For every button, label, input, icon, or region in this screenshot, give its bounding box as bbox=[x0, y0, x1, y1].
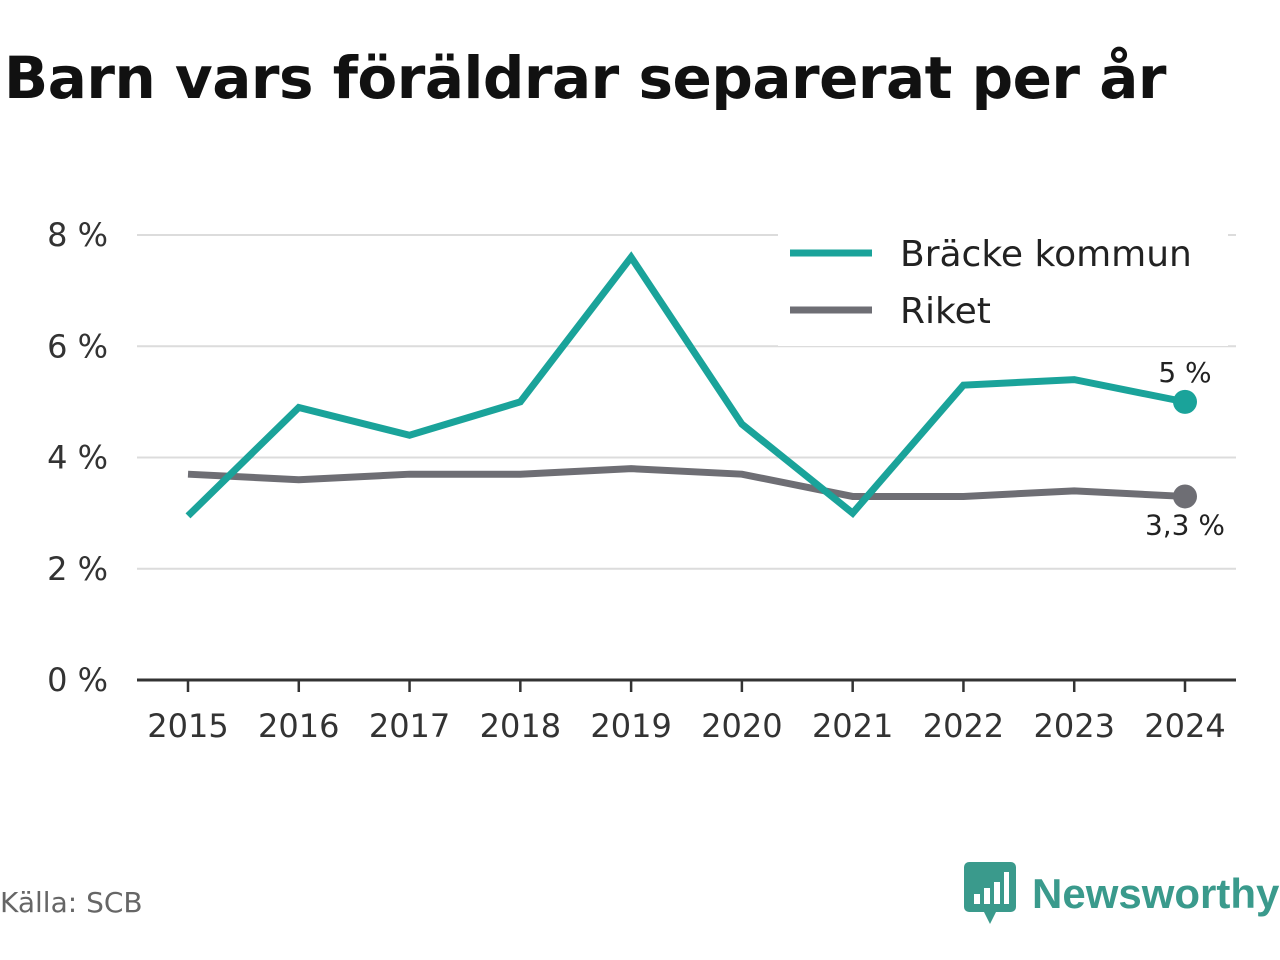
x-tick-label: 2016 bbox=[258, 707, 339, 745]
x-tick-label: 2023 bbox=[1034, 707, 1115, 745]
x-tick-label: 2022 bbox=[923, 707, 1004, 745]
x-tick-label: 2021 bbox=[812, 707, 893, 745]
legend-label: Riket bbox=[900, 291, 991, 332]
source-note: Källa: SCB bbox=[0, 886, 143, 919]
x-tick-label: 2024 bbox=[1144, 707, 1225, 745]
chart-title: Barn vars föräldrar separerat per år bbox=[4, 44, 1166, 112]
y-tick-label: 8 % bbox=[47, 216, 108, 254]
newsworthy-logo-icon bbox=[964, 862, 1016, 924]
series-line bbox=[185, 251, 1186, 519]
legend: Bräcke kommun Riket bbox=[778, 224, 1228, 346]
x-tick-label: 2017 bbox=[369, 707, 450, 745]
series-end-point bbox=[1173, 484, 1197, 509]
line-chart: 0 % 2 % 4 % 6 % 8 % 2015 2016 2017 2018 2019 2020… bbox=[47, 216, 1236, 745]
x-tick-label: 2019 bbox=[590, 707, 671, 745]
y-axis-ticks: 0 % 2 % 4 % 6 % 8 % bbox=[47, 216, 108, 699]
series-end-point bbox=[1173, 389, 1197, 414]
newsworthy-logo: Newsworthy bbox=[964, 862, 1279, 926]
y-tick-label: 2 % bbox=[47, 550, 108, 588]
series-end-label: 5 % bbox=[1158, 356, 1211, 389]
y-tick-label: 4 % bbox=[47, 439, 108, 477]
x-tick-label: 2015 bbox=[147, 707, 228, 745]
x-axis-ticks: 2015 2016 2017 2018 2019 2020 2021 2022 2023 2024 bbox=[147, 680, 1226, 745]
x-tick-label: 2020 bbox=[701, 707, 782, 745]
series-line bbox=[187, 465, 1186, 500]
y-tick-label: 6 % bbox=[47, 327, 108, 365]
brand-name: Newsworthy bbox=[1032, 870, 1280, 917]
legend-label: Bräcke kommun bbox=[900, 234, 1192, 275]
y-tick-label: 0 % bbox=[47, 661, 108, 699]
x-tick-label: 2018 bbox=[480, 707, 561, 745]
legend-background bbox=[778, 224, 1228, 346]
series-end-label: 3,3 % bbox=[1145, 508, 1225, 541]
series-group: 5 % 3,3 % bbox=[185, 251, 1225, 541]
